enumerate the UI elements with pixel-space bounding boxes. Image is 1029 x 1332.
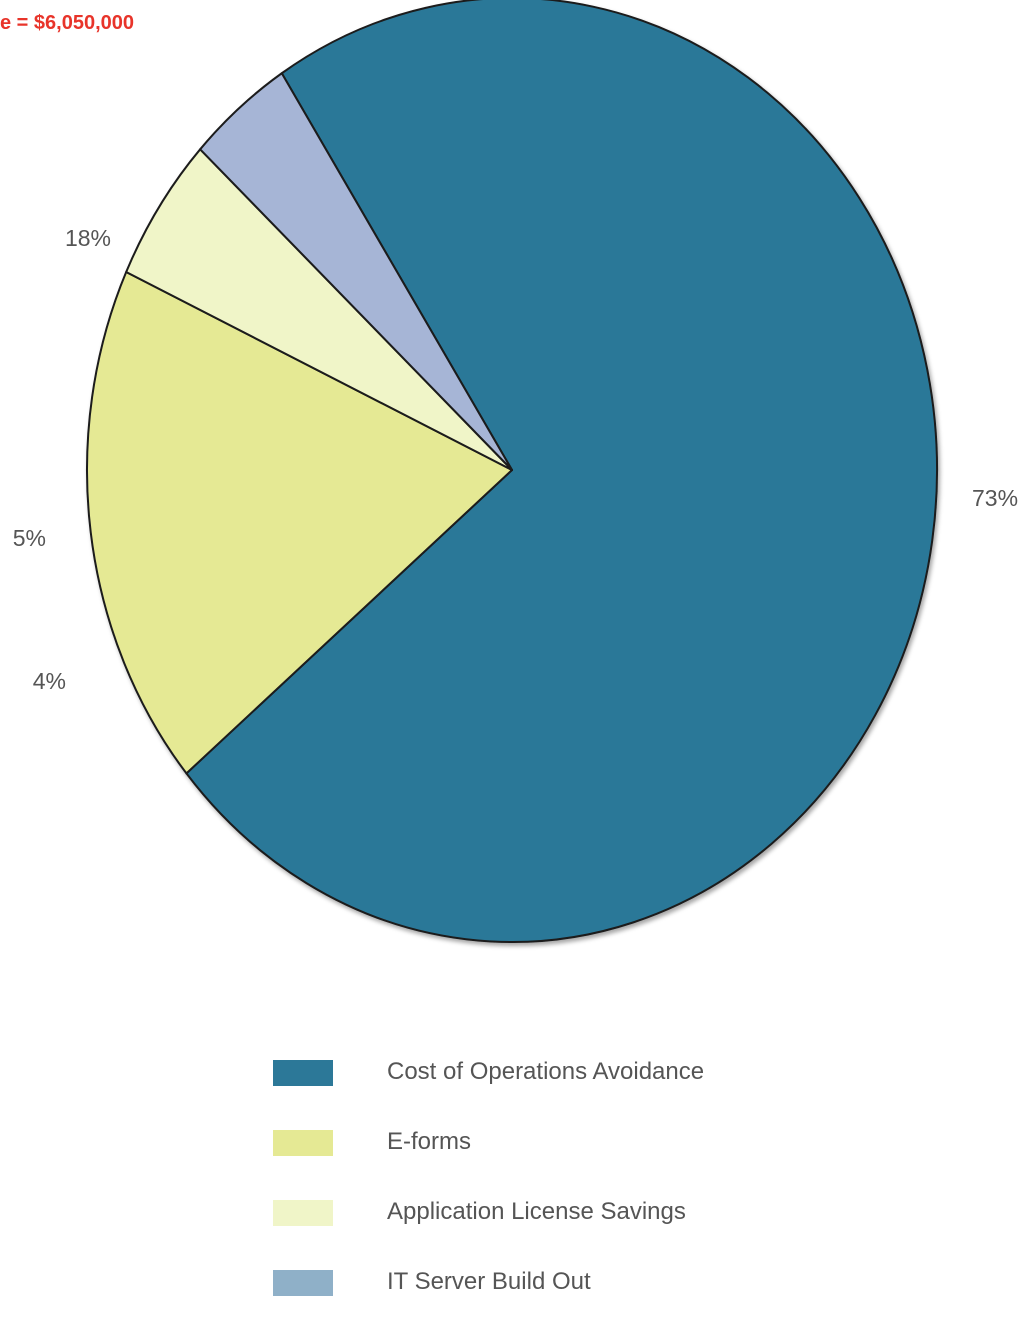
slice-percent-label: 73%: [972, 485, 1018, 511]
slice-percent-label: 4%: [33, 668, 66, 694]
slice-percent-label: 18%: [65, 225, 111, 251]
legend-swatch: [273, 1060, 333, 1086]
legend-label: Cost of Operations Avoidance: [387, 1052, 704, 1092]
legend-label: IT Server Build Out: [387, 1262, 591, 1302]
legend-swatch: [273, 1270, 333, 1296]
slice-percent-label: 5%: [13, 525, 46, 551]
legend-label: Application License Savings: [387, 1192, 686, 1232]
legend-label: E-forms: [387, 1122, 471, 1162]
legend-swatch: [273, 1130, 333, 1156]
legend-swatch: [273, 1200, 333, 1226]
pie-chart: 73% 18% 5% 4%: [0, 0, 1029, 980]
